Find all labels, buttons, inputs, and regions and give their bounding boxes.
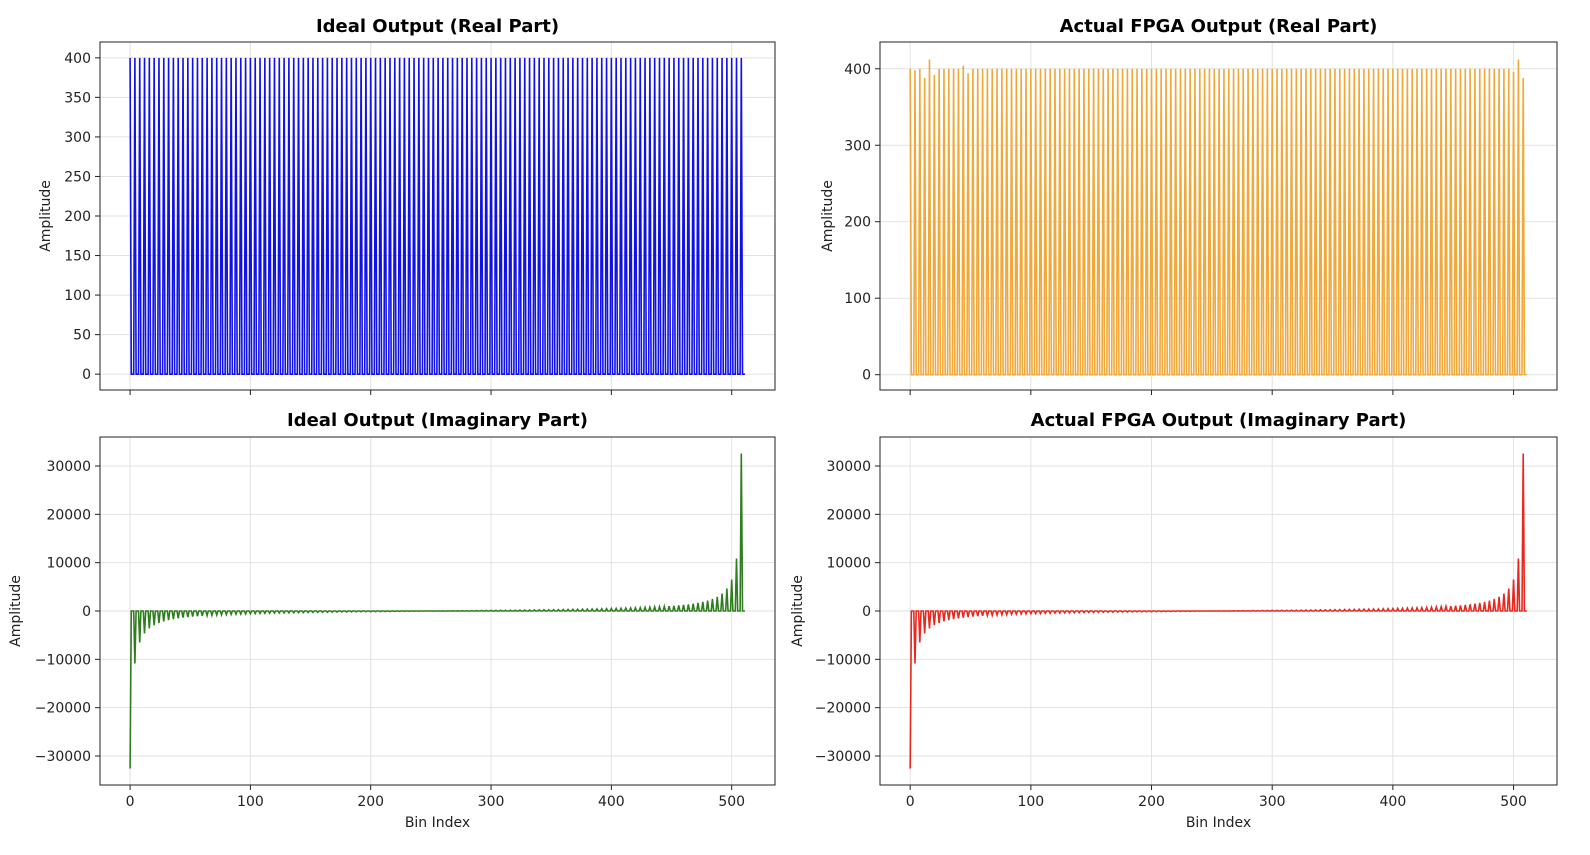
y-tick-label: 150	[64, 249, 91, 265]
x-tick-label: 400	[1380, 794, 1407, 810]
y-tick-label: 300	[844, 138, 871, 154]
chart-title: Ideal Output (Real Part)	[316, 16, 559, 37]
x-tick-label: 400	[598, 794, 625, 810]
panel-actual-real: 0 100 200 300 400 Actual FPGA Output (Real Pa…	[820, 16, 1558, 395]
y-tick-label: 200	[844, 215, 871, 231]
y-tick-label: 100	[64, 288, 91, 304]
y-tick-label: 0	[82, 367, 91, 383]
y-tick-label: −20000	[815, 701, 871, 717]
panel-ideal-imag: 0 100 200 300 400 500 −30000 −20000 −10000 0 10000…	[8, 410, 776, 831]
y-tick-label: 10000	[46, 556, 91, 572]
x-tick-label: 100	[1017, 794, 1044, 810]
y-tick-label: 400	[64, 51, 91, 67]
y-tick-label: 20000	[46, 507, 91, 523]
x-tick-label: 100	[237, 794, 264, 810]
series-line	[129, 57, 745, 375]
series-line	[909, 59, 1527, 376]
x-tick-label: 0	[906, 794, 915, 810]
y-tick-label: 400	[844, 62, 871, 78]
chart-title: Ideal Output (Imaginary Part)	[287, 410, 588, 431]
y-tick-label: 0	[82, 604, 91, 620]
y-tick-label: 250	[64, 169, 91, 185]
y-tick-label: 100	[844, 291, 871, 307]
axes-frame	[879, 41, 1558, 391]
y-tick-label: 300	[64, 130, 91, 146]
y-axis-label: Amplitude	[38, 180, 54, 252]
y-tick-label: 30000	[46, 459, 91, 475]
x-axis-label: Bin Index	[1186, 815, 1251, 831]
series-line	[909, 453, 1527, 769]
y-axis-label: Amplitude	[8, 575, 24, 647]
y-tick-label: −30000	[815, 749, 871, 765]
y-tick-label: 0	[862, 604, 871, 620]
panel-ideal-real: 0 50 100 150 200 250 300 350 400 Ideal Output (Re…	[38, 16, 776, 395]
y-tick-label: −30000	[35, 749, 91, 765]
x-tick-label: 300	[478, 794, 505, 810]
y-tick-label: 0	[862, 368, 871, 384]
chart-title: Actual FPGA Output (Real Part)	[1060, 16, 1378, 37]
x-tick-label: 500	[1500, 794, 1527, 810]
x-tick-label: 0	[126, 794, 135, 810]
y-axis-label: Amplitude	[790, 575, 806, 647]
panel-actual-imag: 0 100 200 300 400 500 −30000 −20000 −10000 0 10000…	[790, 410, 1558, 831]
y-tick-label: 10000	[826, 556, 871, 572]
y-tick-label: 20000	[826, 507, 871, 523]
y-axis-label: Amplitude	[820, 180, 836, 252]
y-tick-label: 50	[73, 328, 91, 344]
x-tick-label: 200	[1138, 794, 1165, 810]
y-tick-label: 30000	[826, 459, 871, 475]
y-tick-label: −10000	[815, 652, 871, 668]
y-tick-label: −10000	[35, 652, 91, 668]
series-line	[129, 453, 745, 769]
x-tick-label: 500	[718, 794, 745, 810]
x-tick-label: 200	[357, 794, 384, 810]
chart-title: Actual FPGA Output (Imaginary Part)	[1031, 410, 1407, 431]
x-axis-label: Bin Index	[405, 815, 470, 831]
y-tick-label: −20000	[35, 701, 91, 717]
y-tick-label: 200	[64, 209, 91, 225]
y-tick-label: 350	[64, 90, 91, 106]
x-tick-label: 300	[1259, 794, 1286, 810]
